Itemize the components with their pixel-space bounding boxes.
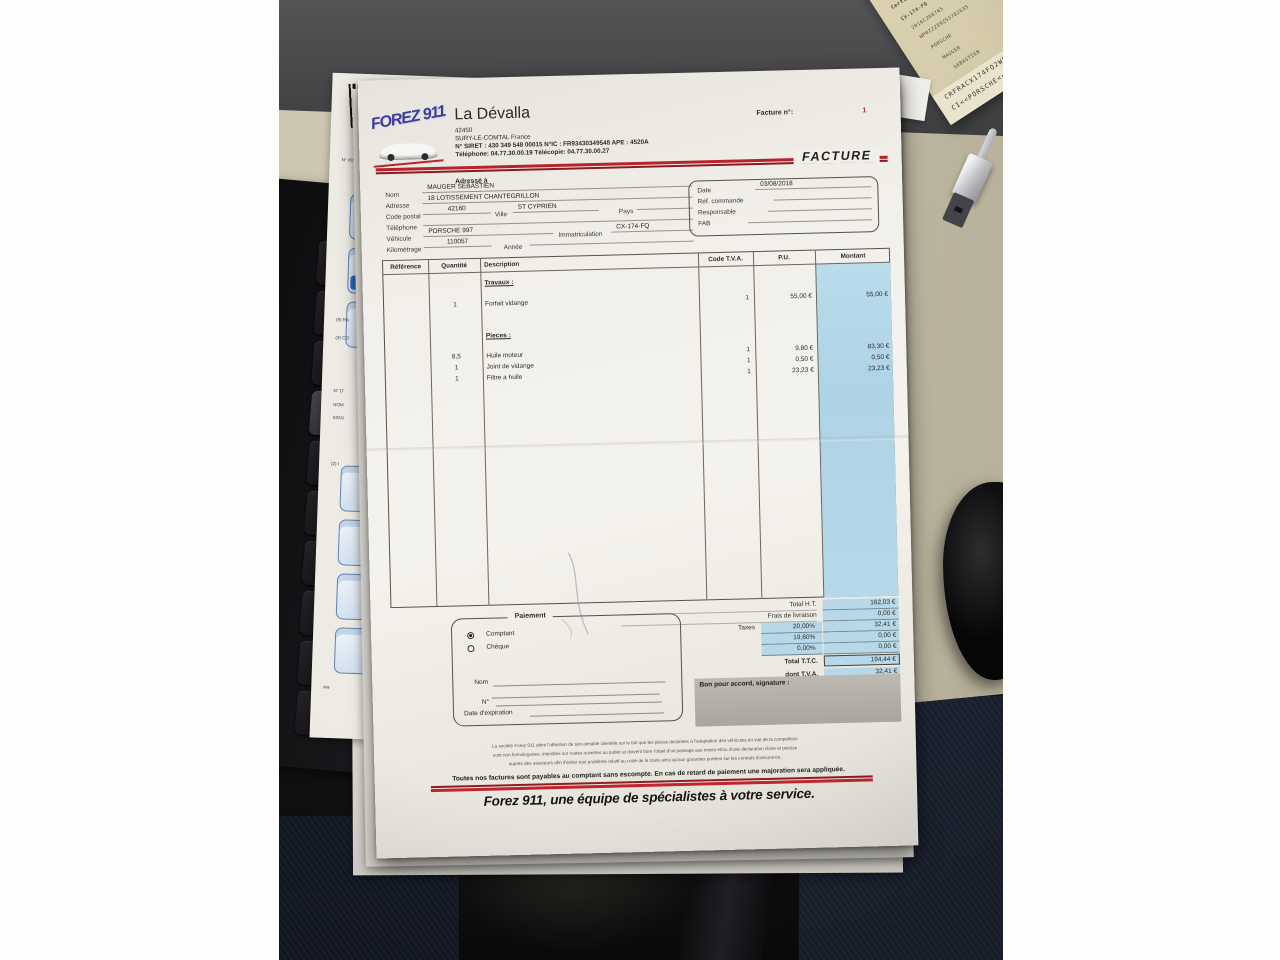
tax-amount: 0,00 € (823, 641, 900, 655)
column-divider (479, 258, 490, 605)
fab-value (747, 210, 873, 224)
col-header-reference: Référence (390, 263, 422, 271)
payment-option-comptant: Comptant (486, 630, 515, 638)
radio-unselected-icon (467, 645, 475, 653)
fab-label: FAB (698, 220, 711, 228)
col-header-pu: P.U. (778, 254, 790, 262)
item-description: Huile moteur (486, 351, 524, 360)
form-fragment: NOM (333, 402, 344, 408)
pen-scribble (561, 552, 589, 639)
column-divider (752, 252, 763, 599)
form-fragment: (9) RA (336, 317, 350, 323)
kilometrage-value: 110057 (423, 236, 492, 249)
company-name: La Dévalla (454, 104, 531, 124)
annee-value (529, 231, 694, 246)
order-info-box: Date 03/08/2018 Réf. commande Responsabl… (688, 176, 880, 237)
section-title-pieces: Pieces : (485, 332, 511, 340)
tax-rate: 20,00% (760, 621, 823, 634)
vehicule-label: Véhicule (386, 235, 412, 244)
nom-label: Nom (385, 191, 400, 200)
signature-label: Bon pour accord, signature : (699, 679, 790, 689)
responsable-label: Responsable (697, 208, 736, 217)
forez-911-logo: FOREZ 911 (369, 102, 464, 174)
date-label: Date (697, 187, 712, 195)
annee-label: Année (503, 243, 523, 252)
kilometrage-label: Kilométrage (386, 246, 422, 255)
invoice-number-label: Facture n°: (756, 109, 794, 117)
pays-value (636, 198, 693, 210)
item-qty: 1 (454, 375, 459, 383)
column-divider (697, 253, 708, 600)
col-header-montant: Montant (840, 252, 866, 260)
item-description: Joint de vidange (486, 362, 535, 371)
col-header-description: Description (484, 260, 520, 269)
col-header-quantite: Quantité (441, 262, 468, 270)
signature-box: Bon pour accord, signature : (694, 673, 902, 727)
form-fragment: (2) I (330, 460, 340, 467)
item-tva: 1 (747, 368, 751, 376)
col-header-code-tva: Code T.V.A. (708, 255, 743, 264)
payment-num-label: N° (481, 698, 490, 706)
item-description: Forfait vidange (484, 299, 529, 308)
total-ttc-value: 194,44 € (823, 653, 900, 667)
payment-box: Paiement Comptant Chèque Nom N° Date d'e… (450, 612, 684, 727)
item-pu: 55,00 € (790, 292, 813, 301)
tax-rate: 19,60% (761, 632, 823, 645)
item-qty: 1 (453, 301, 457, 309)
form-fragment: PR (323, 684, 330, 691)
card-line: PORSCHE (930, 33, 954, 51)
item-pu: 0,50 € (795, 355, 814, 364)
payment-option-cheque: Chèque (486, 643, 510, 651)
adresse-label: Adresse (385, 202, 410, 211)
tax-rate: 0,00% (761, 643, 823, 656)
item-tva: 1 (746, 346, 751, 354)
document-title: FACTURE (793, 148, 880, 165)
column-divider (427, 260, 438, 606)
item-pu: 9,80 € (795, 344, 814, 353)
item-qty: 1 (454, 364, 459, 372)
payment-title: Paiement (507, 612, 553, 621)
item-tva: 1 (745, 294, 750, 302)
item-description: Filtre a huile (486, 373, 523, 382)
desk-photo: F 0 à @ L Certificat d CX-174-FQ 2/2 201… (279, 0, 1003, 960)
item-pu: 23,23 € (792, 366, 814, 375)
invoice-number: 1 (862, 107, 867, 115)
payment-nom-line (493, 674, 666, 687)
form-fragment: SIGN (332, 415, 344, 421)
telephone-label: Téléphone (386, 224, 418, 233)
logo-text: FOREZ 911 (369, 102, 447, 134)
form-fragment: (3) CO (335, 335, 350, 341)
code-postal-value: 42160 (422, 203, 491, 216)
payment-exp-line (529, 705, 665, 717)
ville-value: ST CYPRIEN (512, 200, 599, 213)
car-wheel (421, 153, 429, 161)
company-postal: 42450 (454, 126, 473, 135)
item-tva: 1 (746, 357, 751, 365)
card-line: MAUGER (942, 45, 963, 61)
item-qty: 8,5 (451, 353, 461, 361)
ref-commande-label: Réf. commande (697, 197, 744, 206)
montant-column-highlight (816, 262, 899, 598)
taxes-label: Taxes (737, 624, 756, 632)
invoice-sheet: FOREZ 911 La Dévalla 42450 SURY-LE-COMTA… (357, 67, 919, 859)
code-postal-label: Code postal (385, 213, 421, 222)
radio-selected-icon (467, 632, 475, 640)
car-wheel (387, 153, 395, 162)
line-items-table: Référence Quantité Description Code T.V.… (381, 247, 899, 639)
form-fragment: N° D' (333, 388, 345, 394)
immatriculation-value: CX-174-FQ (611, 220, 694, 233)
section-title-travaux: Travaux : (484, 278, 514, 287)
payment-nom-label: Nom (474, 678, 489, 687)
payment-exp-label: Date d'expiration (463, 709, 513, 718)
